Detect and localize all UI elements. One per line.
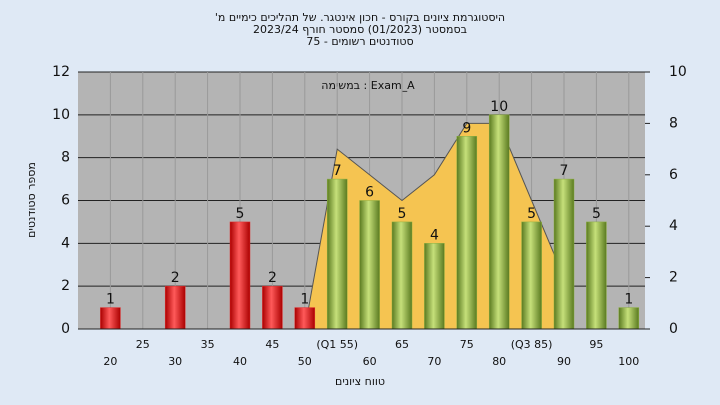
y2-tick-label: 0 [669,321,678,337]
bar [521,221,542,330]
y2-tick-label: 10 [669,64,687,80]
x-tick-label: 20 [103,355,117,368]
x-tick-label: 30 [168,355,182,368]
x-tick-label: 50 [298,355,312,368]
data-label: 2 [268,270,277,286]
bar [618,307,640,330]
x-tick-label: 95 [589,338,603,351]
title-line: בסמסטר (01/2023) סמסטר חורף 2023/24 [253,23,467,36]
data-label: 1 [300,292,309,308]
bar [553,178,575,330]
bar [488,114,510,330]
x-tick-label: 45 [265,338,279,351]
data-label: 6 [365,185,374,201]
x-tick-label: 65 [395,338,409,351]
bar [164,285,186,330]
bar [586,221,607,330]
bar [229,221,251,330]
y-axis-label: מספר סטודנטים [25,162,38,238]
y2-tick-label: 2 [669,270,678,286]
bar [294,307,316,330]
data-label: 4 [430,227,439,243]
x-tick-label: (Q3 85) [511,338,553,351]
title-line: סטודנטים רשומים - 75 [306,35,413,48]
x-tick-label: (Q1 55) [316,338,358,351]
data-label: 1 [106,292,115,308]
bar [359,200,380,330]
title-line: 'היסטוגרמת ציונים בקורס - חכון אינטגר. ש… [215,11,505,24]
x-tick-label: 35 [201,338,215,351]
data-label: 5 [236,206,245,222]
data-label: 9 [462,120,471,136]
y-tick-label: 2 [61,278,70,294]
y-tick-label: 8 [61,150,70,166]
x-tick-label: 80 [492,355,506,368]
x-tick-label: 90 [557,355,571,368]
y-tick-label: 10 [52,107,70,123]
data-label: 5 [527,206,536,222]
data-label: 1 [624,292,633,308]
y2-tick-label: 6 [669,167,678,183]
y2-tick-label: 8 [669,115,678,131]
x-tick-label: 100 [618,355,639,368]
data-label: 5 [592,206,601,222]
y-tick-label: 6 [61,193,70,209]
data-label: 2 [171,270,180,286]
y2-tick-label: 4 [669,218,678,234]
bar [456,136,478,330]
data-label: 7 [333,163,342,179]
x-tick-label: 25 [136,338,150,351]
bar [100,307,121,330]
bar [391,221,413,330]
x-tick-label: 60 [363,355,377,368]
x-tick-label: 70 [427,355,441,368]
bar [326,178,348,330]
x-axis-label: טווח ציונים [335,375,385,388]
y-tick-label: 12 [52,64,70,80]
bar [424,243,445,330]
data-label: 5 [398,206,407,222]
x-tick-label: 40 [233,355,247,368]
y-tick-label: 0 [61,321,70,337]
data-label: 10 [490,99,508,115]
y-tick-label: 4 [61,235,70,251]
annotation: במשימה : Exam_A [321,79,415,92]
bar [262,285,283,330]
data-label: 7 [560,163,569,179]
x-tick-label: 75 [460,338,474,351]
